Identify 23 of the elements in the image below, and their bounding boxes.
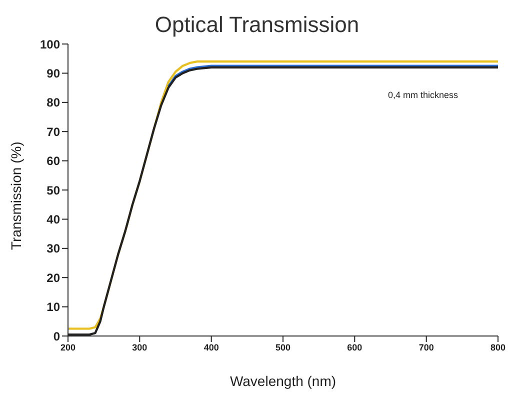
y-tick-label: 50 [46, 183, 60, 198]
x-tick-label: 800 [490, 342, 506, 352]
y-tick-label: 70 [46, 124, 60, 139]
y-tick-label: 60 [46, 154, 60, 168]
x-tick-label: 700 [418, 342, 434, 352]
y-tick-label: 0 [53, 329, 60, 344]
y-tick-label: 80 [46, 96, 60, 110]
y-tick-label: 40 [46, 212, 60, 226]
chart-title: Optical Transmission [154, 12, 360, 38]
y-tick-label: 30 [46, 242, 60, 256]
y-tick-label: 90 [46, 66, 60, 80]
x-axis-title: Wavelength (nm) [230, 373, 336, 389]
annotation: 0,4 mm thickness [388, 90, 458, 100]
y-tick-label: 10 [46, 300, 60, 314]
x-tick-label: 200 [60, 342, 76, 352]
x-tick-label: 600 [347, 342, 362, 352]
y-tick-label: 20 [46, 270, 60, 285]
x-tick-label: 500 [275, 342, 291, 352]
y-axis-title: Transmission (%) [8, 142, 24, 250]
x-tick-label: 400 [204, 342, 219, 352]
x-tick-label: 300 [132, 342, 148, 352]
line-series [167, 64, 498, 88]
y-tick-label: 100 [40, 37, 60, 52]
